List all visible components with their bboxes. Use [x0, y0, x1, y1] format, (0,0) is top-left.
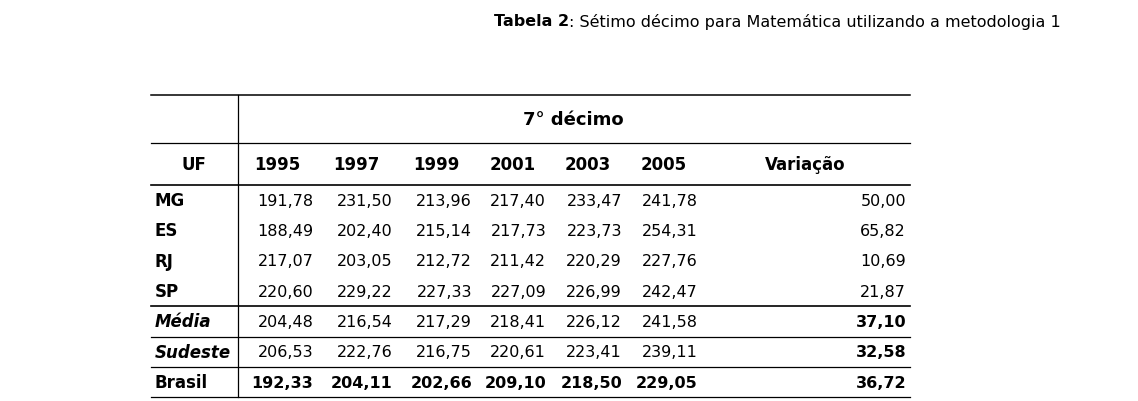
Text: 2005: 2005 [641, 156, 686, 174]
Text: Média: Média [155, 313, 212, 331]
Text: 204,48: 204,48 [257, 314, 313, 329]
Text: 1999: 1999 [413, 156, 459, 174]
Text: 231,50: 231,50 [337, 193, 393, 208]
Text: Variação: Variação [765, 156, 846, 174]
Text: 1995: 1995 [254, 156, 300, 174]
Text: 220,61: 220,61 [490, 344, 546, 359]
Text: 241,78: 241,78 [642, 193, 698, 208]
Text: 227,09: 227,09 [490, 284, 546, 299]
Text: 218,50: 218,50 [560, 375, 622, 390]
Text: 10,69: 10,69 [860, 254, 906, 269]
Text: 215,14: 215,14 [417, 223, 472, 238]
Text: 241,58: 241,58 [642, 314, 698, 329]
Text: Tabela 2: Tabela 2 [494, 14, 569, 29]
Text: : Sétimo décimo para Matemática utilizando a metodologia 1: : Sétimo décimo para Matemática utilizan… [569, 14, 1061, 30]
Text: 227,76: 227,76 [642, 254, 698, 269]
Text: 203,05: 203,05 [337, 254, 393, 269]
Text: 217,29: 217,29 [417, 314, 472, 329]
Text: 32,58: 32,58 [856, 344, 906, 359]
Text: 217,73: 217,73 [490, 223, 546, 238]
Text: SP: SP [155, 282, 179, 300]
Text: 216,75: 216,75 [417, 344, 472, 359]
Text: 204,11: 204,11 [331, 375, 393, 390]
Text: 50,00: 50,00 [860, 193, 906, 208]
Text: 223,41: 223,41 [567, 344, 622, 359]
Text: 229,05: 229,05 [636, 375, 698, 390]
Text: 202,40: 202,40 [337, 223, 393, 238]
Text: 213,96: 213,96 [417, 193, 472, 208]
Text: Sudeste: Sudeste [155, 343, 231, 361]
Text: 216,54: 216,54 [337, 314, 393, 329]
Text: 233,47: 233,47 [567, 193, 622, 208]
Text: 2003: 2003 [564, 156, 611, 174]
Text: 188,49: 188,49 [257, 223, 313, 238]
Text: 217,07: 217,07 [257, 254, 313, 269]
Text: 227,33: 227,33 [417, 284, 472, 299]
Text: 217,40: 217,40 [490, 193, 546, 208]
Text: 65,82: 65,82 [860, 223, 906, 238]
Text: Brasil: Brasil [155, 373, 208, 391]
Text: 226,12: 226,12 [567, 314, 622, 329]
Text: 192,33: 192,33 [251, 375, 313, 390]
Text: 36,72: 36,72 [856, 375, 906, 390]
Text: 206,53: 206,53 [257, 344, 313, 359]
Text: 229,22: 229,22 [337, 284, 393, 299]
Text: 7° décimo: 7° décimo [523, 111, 624, 129]
Text: 222,76: 222,76 [337, 344, 393, 359]
Text: 226,99: 226,99 [567, 284, 622, 299]
Text: 209,10: 209,10 [485, 375, 546, 390]
Text: 191,78: 191,78 [257, 193, 313, 208]
Text: MG: MG [155, 192, 184, 210]
Text: 2001: 2001 [489, 156, 536, 174]
Text: 1997: 1997 [333, 156, 380, 174]
Text: 202,66: 202,66 [411, 375, 472, 390]
Text: 220,60: 220,60 [257, 284, 313, 299]
Text: ES: ES [155, 222, 178, 240]
Text: 211,42: 211,42 [490, 254, 546, 269]
Text: 218,41: 218,41 [490, 314, 546, 329]
Text: UF: UF [182, 156, 207, 174]
Text: 212,72: 212,72 [417, 254, 472, 269]
Text: 254,31: 254,31 [642, 223, 698, 238]
Text: 37,10: 37,10 [856, 314, 906, 329]
Text: 242,47: 242,47 [642, 284, 698, 299]
Text: 21,87: 21,87 [860, 284, 906, 299]
Text: 239,11: 239,11 [642, 344, 698, 359]
Text: 223,73: 223,73 [567, 223, 622, 238]
Text: RJ: RJ [155, 252, 173, 270]
Text: 220,29: 220,29 [567, 254, 622, 269]
